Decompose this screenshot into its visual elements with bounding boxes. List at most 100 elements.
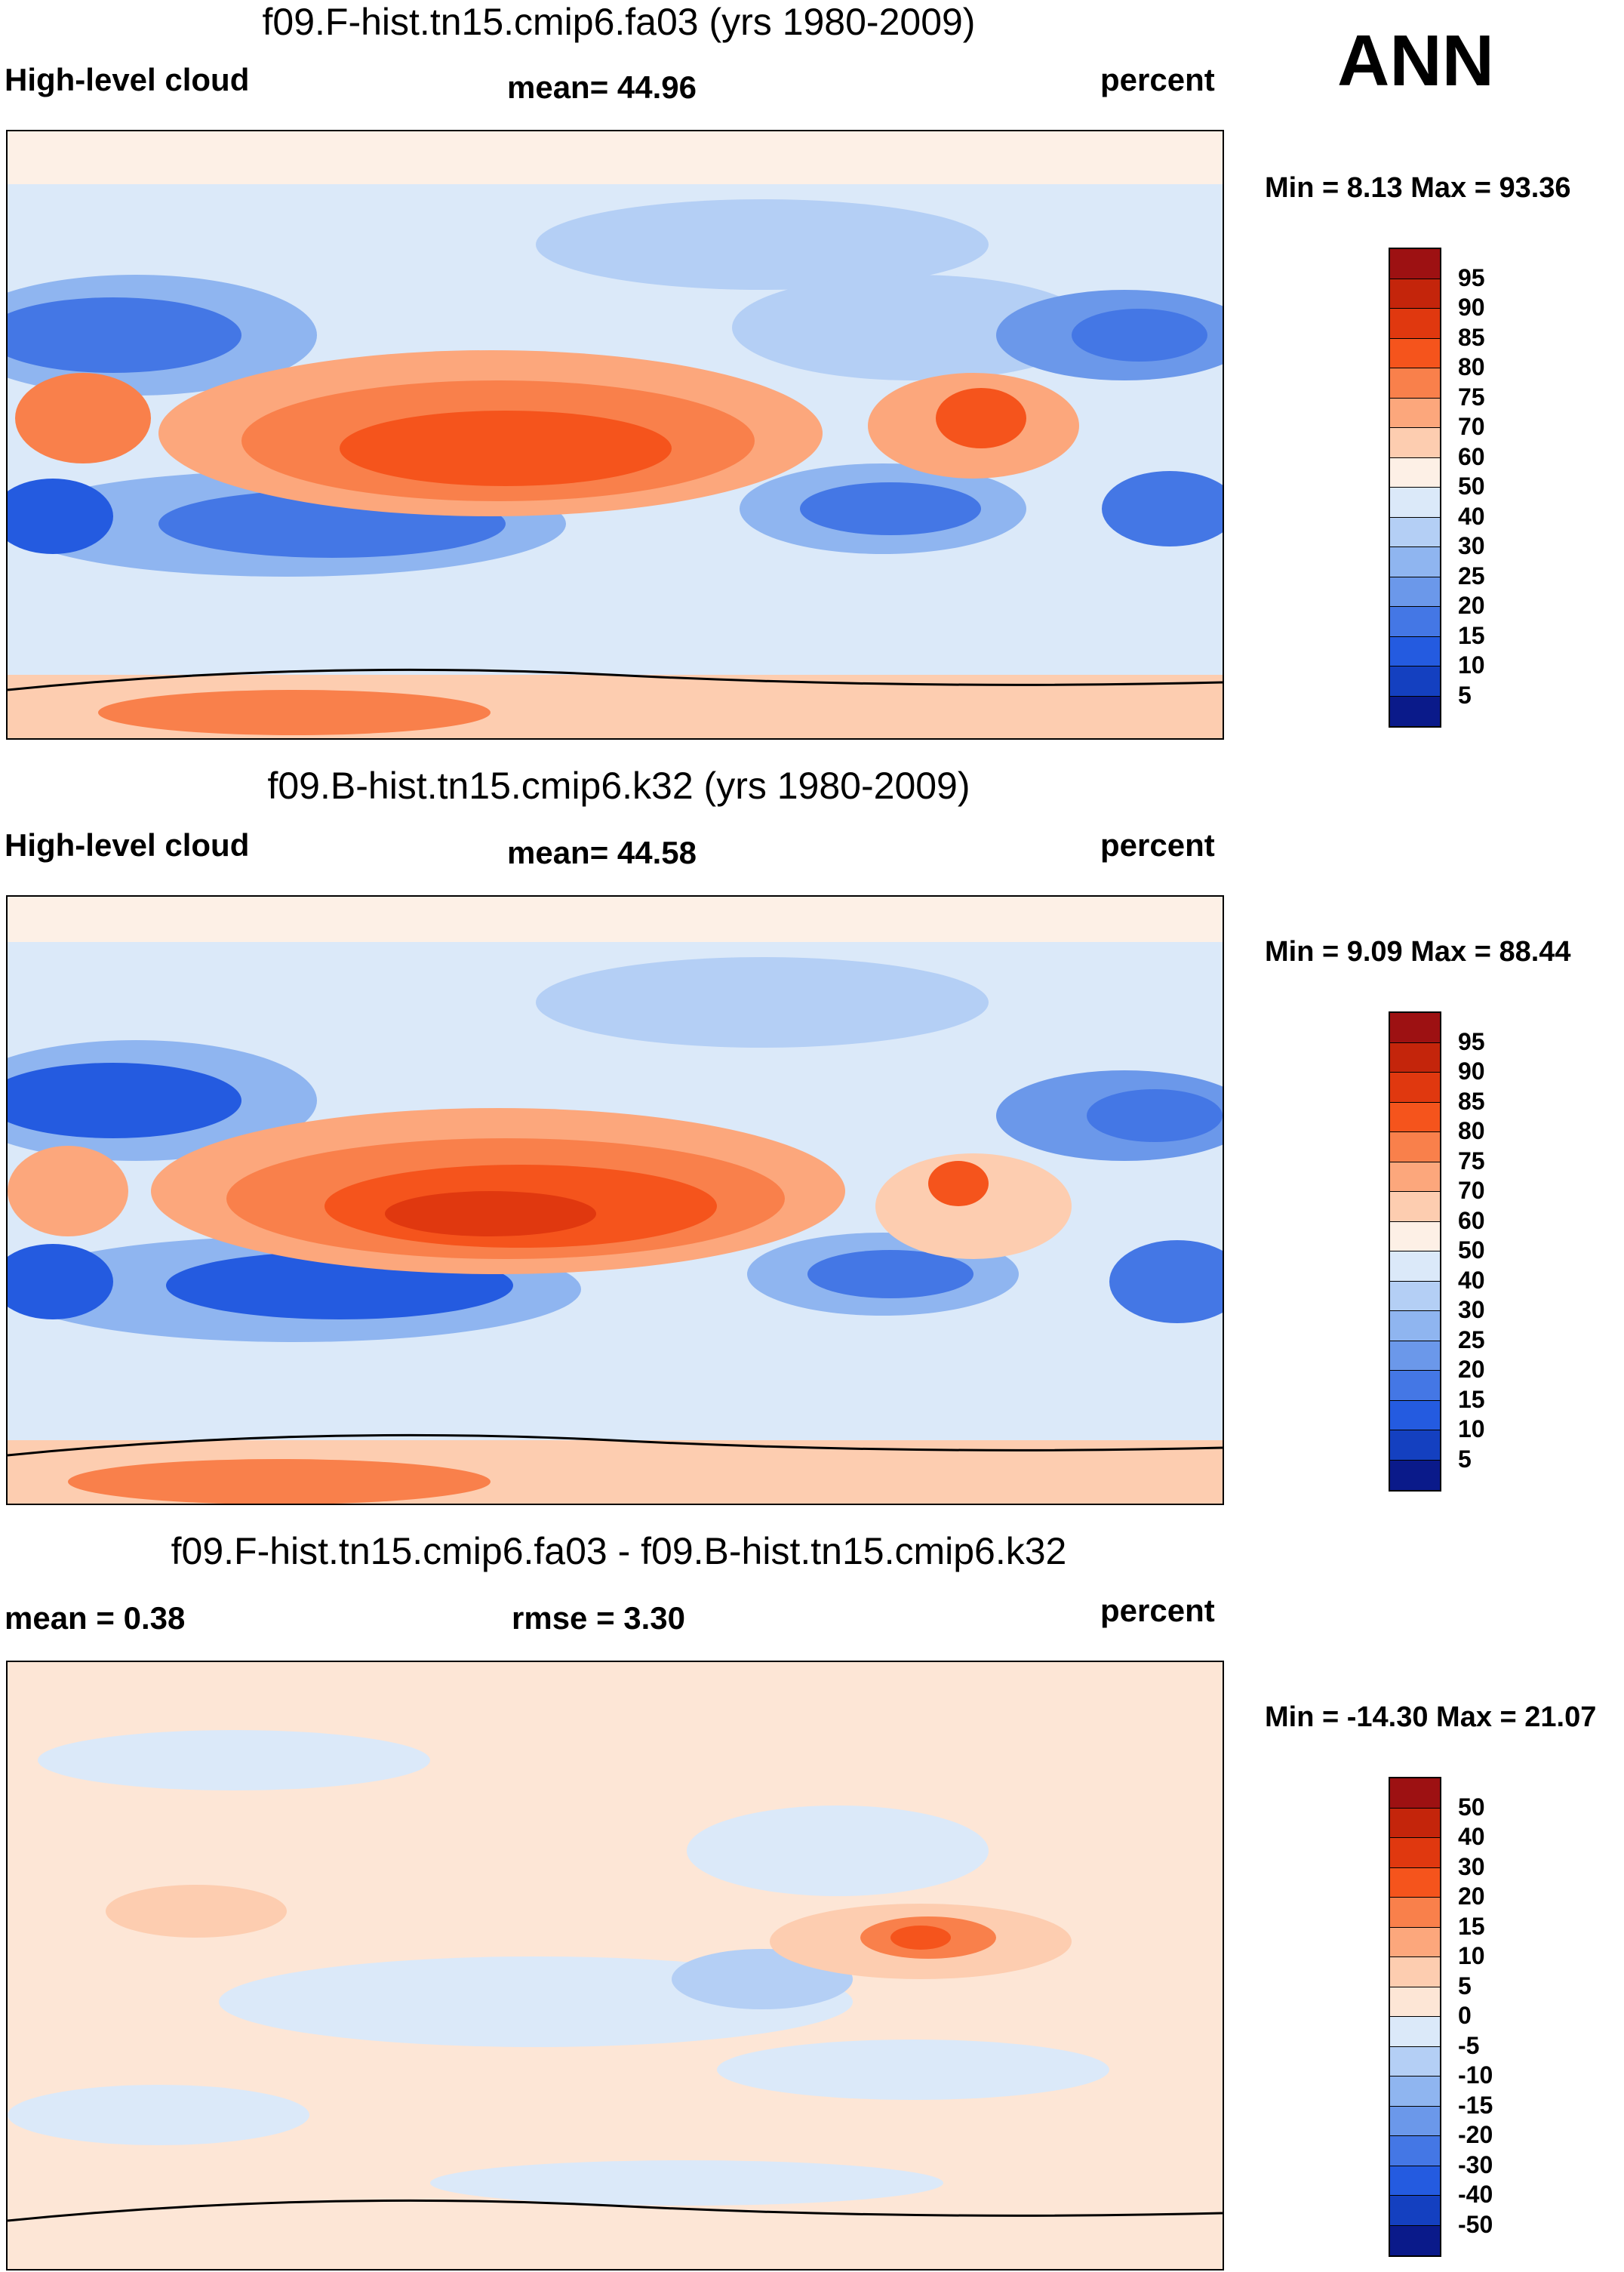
panel-2-colorbar-tick: 30 — [1458, 1296, 1485, 1323]
panel-1-units-label: percent — [1100, 62, 1215, 97]
panel-3-mean-label: mean = 0.38 — [5, 1600, 186, 1636]
panel-1-colorbar-segment — [1390, 368, 1440, 399]
panel-2-map-field — [8, 897, 1223, 1504]
panel-1-colorbar-segment — [1390, 457, 1440, 488]
panel-1-colorbar-segment — [1390, 547, 1440, 577]
panel-3-colorbar-tick: 10 — [1458, 1942, 1485, 1969]
panel-1-colorbar-segment — [1390, 517, 1440, 547]
panel-2-colorbar-segment — [1390, 1013, 1440, 1043]
panel-3-colorbar-tick: 30 — [1458, 1852, 1485, 1880]
panel-3-units-label: percent — [1100, 1593, 1215, 1628]
panel-3-colorbar-segment — [1390, 1898, 1440, 1928]
panel-2-colorbar-segment — [1390, 1132, 1440, 1162]
panel-1-map-field — [8, 131, 1223, 738]
panel-3-colorbar-tick: -20 — [1458, 2121, 1493, 2148]
panel-2-mean-label: mean= 44.58 — [507, 835, 697, 870]
panel-1-colorbar-tick: 30 — [1458, 532, 1485, 559]
panel-3-colorbar-segment — [1390, 1808, 1440, 1838]
panel-1-colorbar-tick: 25 — [1458, 562, 1485, 590]
panel-3-colorbar-segment — [1390, 1957, 1440, 1987]
panel-1-colorbar-segment — [1390, 338, 1440, 368]
panel-3-colorbar-segment — [1390, 1778, 1440, 1809]
panel-1-colorbar-segment — [1390, 428, 1440, 458]
panel-2-minmax: Min = 9.09 Max = 88.44 — [1265, 936, 1571, 968]
panel-3-colorbar-segment — [1390, 2017, 1440, 2047]
panel-3-colorbar-tick: -40 — [1458, 2181, 1493, 2208]
panel-1-colorbar-tick: 15 — [1458, 621, 1485, 649]
panel-1-colorbar-tick: 80 — [1458, 353, 1485, 380]
panel-3-colorbar-segment — [1390, 2136, 1440, 2166]
panel-1-colorbar-tick: 90 — [1458, 294, 1485, 321]
panel-1-title: f09.F-hist.tn15.cmip6.fa03 (yrs 1980-200… — [262, 1, 976, 43]
panel-2-title: f09.B-hist.tn15.cmip6.k32 (yrs 1980-2009… — [267, 765, 970, 807]
panel-3-colorbar-segment — [1390, 1838, 1440, 1868]
panel-2-colorbar-tick: 20 — [1458, 1356, 1485, 1383]
panel-1-colorbar — [1389, 248, 1441, 728]
panel-3-colorbar-segment — [1390, 2106, 1440, 2136]
panel-3-colorbar-tick: -30 — [1458, 2150, 1493, 2178]
panel-3-colorbar — [1389, 1777, 1441, 2257]
panel-1-colorbar-tick: 40 — [1458, 502, 1485, 530]
panel-1-colorbar-tick: 10 — [1458, 651, 1485, 679]
panel-1-minmax: Min = 8.13 Max = 93.36 — [1265, 172, 1571, 204]
panel-2-colorbar-segment — [1390, 1073, 1440, 1103]
panel-3-minmax: Min = -14.30 Max = 21.07 — [1265, 1701, 1597, 1733]
panel-1-colorbar-segment — [1390, 667, 1440, 697]
panel-1-mean-label: mean= 44.96 — [507, 69, 697, 105]
panel-3-colorbar-segment — [1390, 2166, 1440, 2196]
panel-2-variable-label: High-level cloud — [5, 827, 250, 863]
panel-3-colorbar-segment — [1390, 1927, 1440, 1957]
panel-2-colorbar-tick: 15 — [1458, 1385, 1485, 1413]
panel-3-colorbar-segment — [1390, 2225, 1440, 2255]
panel-3-colorbar-segment — [1390, 1867, 1440, 1898]
panel-3-colorbar-tick: -5 — [1458, 2031, 1480, 2059]
panel-2-colorbar-segment — [1390, 1400, 1440, 1430]
panel-1-colorbar-segment — [1390, 309, 1440, 339]
panel-1-colorbar-tick: 50 — [1458, 473, 1485, 500]
panel-1-colorbar-segment — [1390, 488, 1440, 518]
panel-2-colorbar-segment — [1390, 1281, 1440, 1311]
panel-3-colorbar-tick: 0 — [1458, 2002, 1472, 2029]
panel-2-colorbar-tick: 5 — [1458, 1445, 1472, 1473]
panel-3-colorbar-tick: 15 — [1458, 1912, 1485, 1940]
panel-2-colorbar-tick: 85 — [1458, 1087, 1485, 1115]
panel-2-colorbar-tick: 25 — [1458, 1325, 1485, 1353]
panel-2-colorbar-segment — [1390, 1371, 1440, 1401]
panel-1-colorbar-segment — [1390, 607, 1440, 637]
panel-3-colorbar-tick: 20 — [1458, 1883, 1485, 1910]
panel-1-colorbar-tick: 60 — [1458, 442, 1485, 470]
panel-2-colorbar-tick: 10 — [1458, 1415, 1485, 1442]
panel-3-colorbar-tick: 40 — [1458, 1823, 1485, 1850]
panel-3-colorbar-tick: 50 — [1458, 1793, 1485, 1821]
season-label: ANN — [1337, 20, 1494, 101]
panel-2-colorbar — [1389, 1011, 1441, 1492]
panel-2-colorbar-segment — [1390, 1042, 1440, 1073]
panel-2-map — [6, 895, 1224, 1505]
panel-1-colorbar-segment — [1390, 398, 1440, 428]
panel-3-map-field — [8, 1662, 1223, 2269]
panel-3-colorbar-tick: -15 — [1458, 2091, 1493, 2119]
panel-2-colorbar-segment — [1390, 1460, 1440, 1490]
panel-3-colorbar-segment — [1390, 1987, 1440, 2017]
panel-3-colorbar-segment — [1390, 2196, 1440, 2226]
panel-3-colorbar-segment — [1390, 2046, 1440, 2077]
panel-1-colorbar-tick: 70 — [1458, 413, 1485, 440]
panel-2-colorbar-segment — [1390, 1430, 1440, 1461]
panel-2-colorbar-segment — [1390, 1102, 1440, 1132]
panel-2-colorbar-tick: 75 — [1458, 1147, 1485, 1174]
panel-3-map — [6, 1661, 1224, 2270]
panel-2-colorbar-segment — [1390, 1311, 1440, 1341]
panel-1-variable-label: High-level cloud — [5, 62, 250, 97]
panel-3-colorbar-tick: -10 — [1458, 2061, 1493, 2089]
panel-1-colorbar-segment — [1390, 636, 1440, 667]
panel-1-colorbar-tick: 20 — [1458, 592, 1485, 619]
panel-3-rmse-label: rmse = 3.30 — [512, 1600, 686, 1636]
panel-1-colorbar-tick: 75 — [1458, 383, 1485, 411]
panel-1-colorbar-segment — [1390, 696, 1440, 726]
panel-1-colorbar-segment — [1390, 279, 1440, 309]
panel-2-colorbar-tick: 80 — [1458, 1117, 1485, 1144]
panel-2-colorbar-segment — [1390, 1251, 1440, 1282]
panel-2-colorbar-tick: 90 — [1458, 1057, 1485, 1085]
panel-2-colorbar-tick: 95 — [1458, 1027, 1485, 1055]
panel-1-colorbar-segment — [1390, 249, 1440, 279]
